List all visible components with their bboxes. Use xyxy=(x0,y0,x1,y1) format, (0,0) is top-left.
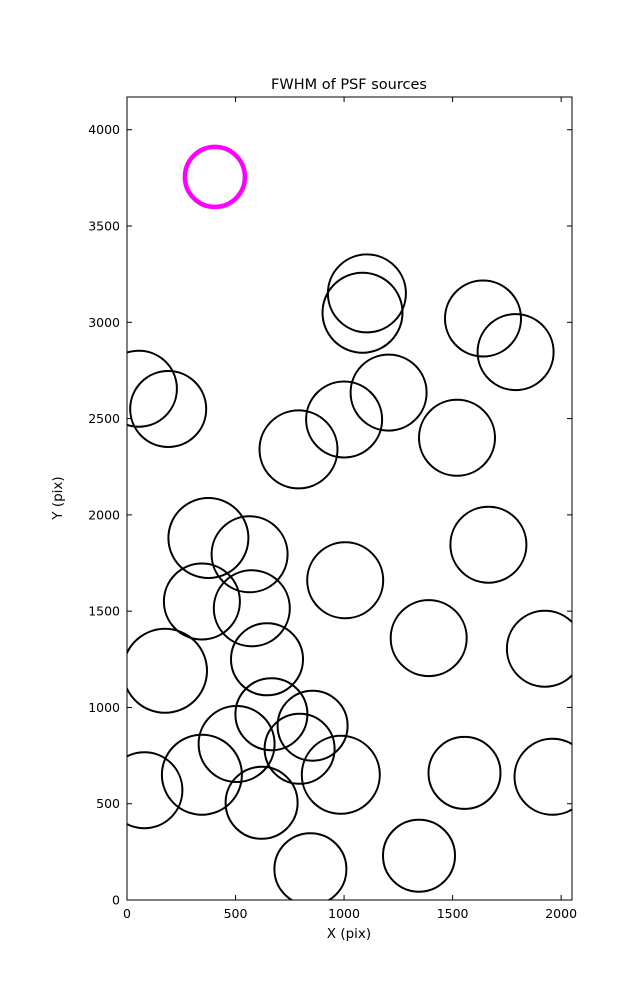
psf-source-circle xyxy=(258,409,339,490)
psf-source-circle xyxy=(127,349,178,428)
psf-source-circle xyxy=(263,712,336,785)
psf-source-circle xyxy=(418,398,496,477)
psf-source-circle xyxy=(389,599,468,678)
y-tick-label: 2500 xyxy=(88,411,120,426)
tick-labels-layer: 0 500 1000 1500 2000 0 500 1000 1500 2000 2500 3000… xyxy=(88,122,577,921)
x-tick-label: 2000 xyxy=(545,906,577,921)
psf-source-circle xyxy=(505,609,572,688)
y-tick-label: 2000 xyxy=(88,507,120,522)
x-tick-label: 1500 xyxy=(437,906,469,921)
psf-source-circle xyxy=(300,734,381,815)
psf-source-circle xyxy=(160,733,243,816)
psf-source-circle xyxy=(210,515,289,594)
psf-source-circle xyxy=(306,541,385,620)
psf-source-circle xyxy=(162,562,241,641)
psf-source-circle xyxy=(129,370,208,448)
y-tick-label: 1000 xyxy=(88,700,120,715)
y-axis-label: Y (pix) xyxy=(50,476,66,520)
y-tick-label: 4000 xyxy=(88,122,120,137)
psf-source-circle xyxy=(230,622,304,697)
psf-source-circle xyxy=(476,313,555,392)
psf-circles-layer xyxy=(127,144,572,900)
psf-source-circle xyxy=(224,765,299,840)
psf-source-circle xyxy=(427,735,502,810)
psf-source-circle xyxy=(449,505,528,584)
y-tick-label: 500 xyxy=(96,796,120,811)
highlighted-psf-circle xyxy=(182,144,248,210)
psf-source-circle xyxy=(212,569,291,648)
tick-marks-layer xyxy=(126,97,572,901)
psf-source-circle xyxy=(167,497,250,579)
psf-source-circle xyxy=(321,271,404,354)
y-tick-label: 3500 xyxy=(88,219,120,234)
x-tick-label: 0 xyxy=(123,906,131,921)
psf-source-circle xyxy=(127,627,208,714)
psf-source-circle xyxy=(276,689,349,762)
y-tick-label: 3000 xyxy=(88,315,120,330)
psf-source-circle xyxy=(349,353,428,432)
chart-title: FWHM of PSF sources xyxy=(271,77,427,93)
x-axis-label: X (pix) xyxy=(327,926,371,942)
axes-frame xyxy=(126,96,573,901)
psf-source-circle xyxy=(382,818,456,893)
psf-source-circle xyxy=(127,751,184,830)
psf-source-circle xyxy=(513,737,572,816)
psf-source-circle xyxy=(444,279,522,358)
y-tick-label: 0 xyxy=(112,893,120,908)
x-tick-label: 1000 xyxy=(328,906,360,921)
psf-source-circle xyxy=(273,832,348,900)
psf-source-circle xyxy=(305,380,384,459)
x-tick-label: 500 xyxy=(224,906,248,921)
psf-source-circle xyxy=(326,253,407,334)
y-tick-label: 1500 xyxy=(88,604,120,619)
psf-source-circle xyxy=(197,705,276,783)
